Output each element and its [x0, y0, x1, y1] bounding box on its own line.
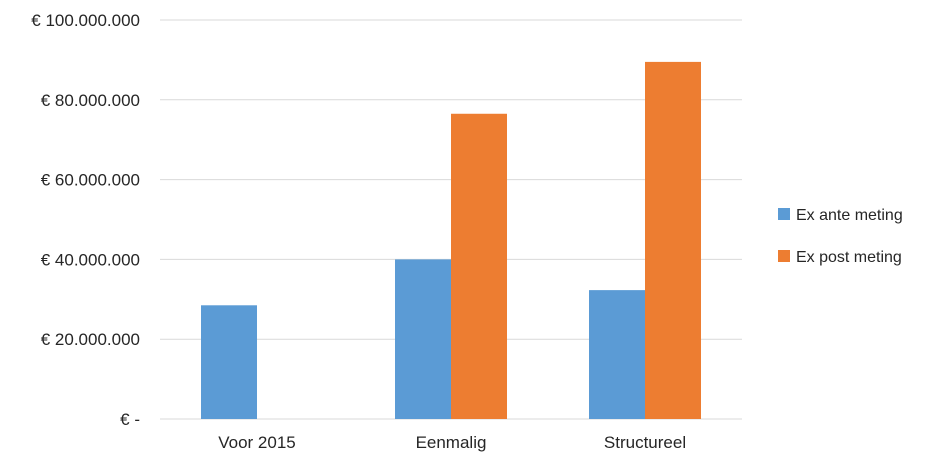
x-category-label: Eenmalig — [416, 433, 487, 452]
y-tick-label: € 100.000.000 — [31, 11, 140, 30]
legend-label: Ex post meting — [796, 249, 902, 266]
x-category-label: Structureel — [604, 433, 686, 452]
legend-label: Ex ante meting — [796, 207, 903, 224]
bar-ex-ante-meting-structureel — [589, 290, 645, 419]
y-tick-label: € 20.000.000 — [41, 330, 140, 349]
legend-swatch — [778, 208, 790, 220]
y-tick-label: € 40.000.000 — [41, 250, 140, 269]
legend-swatch — [778, 250, 790, 262]
bars — [201, 61, 701, 420]
bar-ex-post-meting-structureel — [645, 61, 701, 420]
y-tick-label: € 80.000.000 — [41, 91, 140, 110]
y-tick-label: € - — [120, 410, 140, 429]
bar-ex-ante-meting-voor-2015 — [201, 305, 257, 419]
bar-ex-post-meting-eenmalig — [451, 113, 507, 419]
x-category-label: Voor 2015 — [218, 433, 296, 452]
x-axis-category-labels: Voor 2015 Eenmalig Structureel — [218, 433, 686, 452]
legend: Ex ante meting Ex post meting — [778, 207, 903, 266]
y-tick-label: € 60.000.000 — [41, 171, 140, 190]
y-axis-tick-labels: € - € 20.000.000 € 40.000.000 € 60.000.000 €… — [31, 11, 140, 429]
bar-ex-ante-meting-eenmalig — [395, 259, 451, 419]
